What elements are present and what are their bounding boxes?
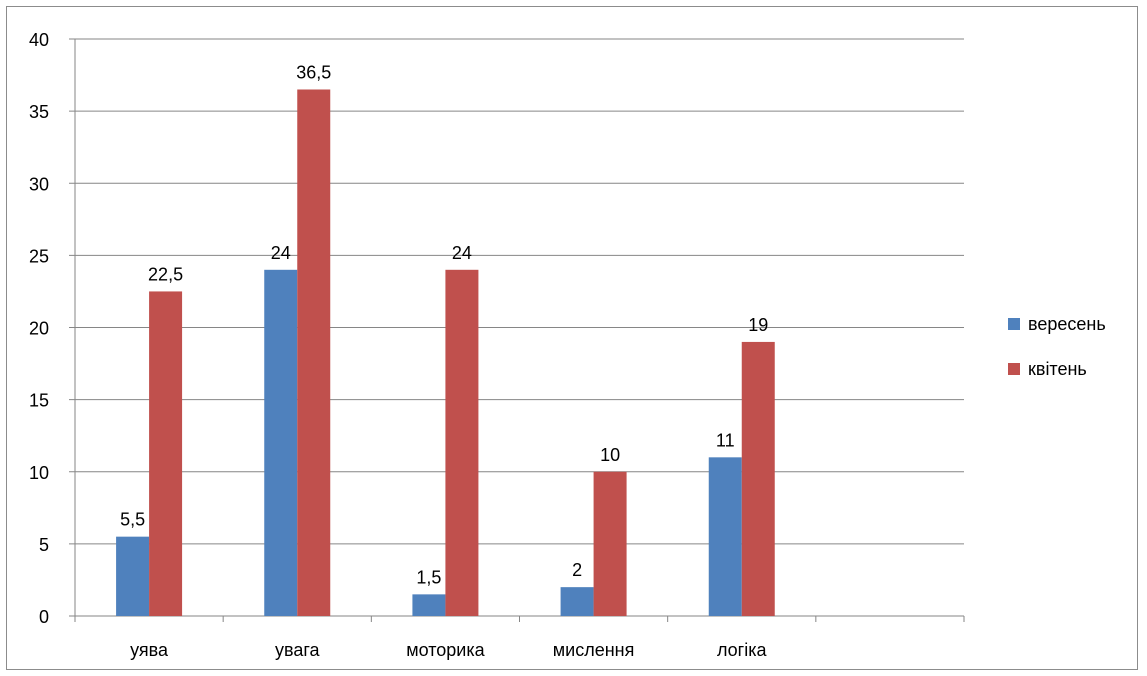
data-label: 19 xyxy=(748,315,768,335)
data-label: 5,5 xyxy=(120,510,145,530)
y-tick-label: 10 xyxy=(29,463,49,483)
x-tick-label: моторика xyxy=(406,640,485,660)
legend-label: вересень xyxy=(1028,314,1106,334)
data-label: 11 xyxy=(716,430,735,450)
data-label: 2 xyxy=(572,560,582,580)
tick-labels: 0 5 10 15 20 25 30 35 40 уява увага моторика мисленн… xyxy=(29,30,768,660)
legend: вересень квітень xyxy=(1008,314,1106,379)
gridlines xyxy=(75,38,964,545)
chart-frame xyxy=(6,6,1138,670)
y-tick-label: 35 xyxy=(29,102,49,122)
data-label: 24 xyxy=(452,243,472,263)
data-labels: 5,5 24 1,5 2 11 22,5 36,5 24 10 19 xyxy=(120,62,768,587)
y-tick-label: 25 xyxy=(29,246,49,266)
bar-series2 xyxy=(297,89,331,617)
bars xyxy=(116,89,775,617)
bar-series2 xyxy=(445,269,479,616)
legend-swatch xyxy=(1008,318,1020,330)
y-tick-label: 40 xyxy=(29,30,49,50)
data-label: 24 xyxy=(271,243,291,263)
legend-label: квітень xyxy=(1028,359,1087,379)
data-label: 1,5 xyxy=(416,567,441,587)
bar-series1 xyxy=(116,536,150,616)
x-tick-label: увага xyxy=(275,640,321,660)
y-tick-label: 30 xyxy=(29,174,49,194)
y-tick-label: 0 xyxy=(39,607,49,627)
y-tick-label: 15 xyxy=(29,391,49,411)
data-label: 36,5 xyxy=(296,62,331,82)
x-tick-label: логіка xyxy=(717,640,768,660)
bar-series1 xyxy=(264,269,298,616)
bar-series2 xyxy=(593,471,627,616)
legend-swatch xyxy=(1008,363,1020,375)
bar-series1 xyxy=(560,587,594,616)
y-tick-label: 20 xyxy=(29,319,49,339)
bar-series2 xyxy=(149,291,183,616)
bar-series1 xyxy=(412,594,446,616)
data-label: 22,5 xyxy=(148,264,183,284)
x-tick-label: уява xyxy=(130,640,169,660)
x-tick-label: мислення xyxy=(553,640,635,660)
y-tick-label: 5 xyxy=(39,535,49,555)
bar-series2 xyxy=(741,341,775,616)
bar-series1 xyxy=(708,457,742,616)
data-label: 10 xyxy=(600,445,620,465)
axes xyxy=(69,38,965,622)
